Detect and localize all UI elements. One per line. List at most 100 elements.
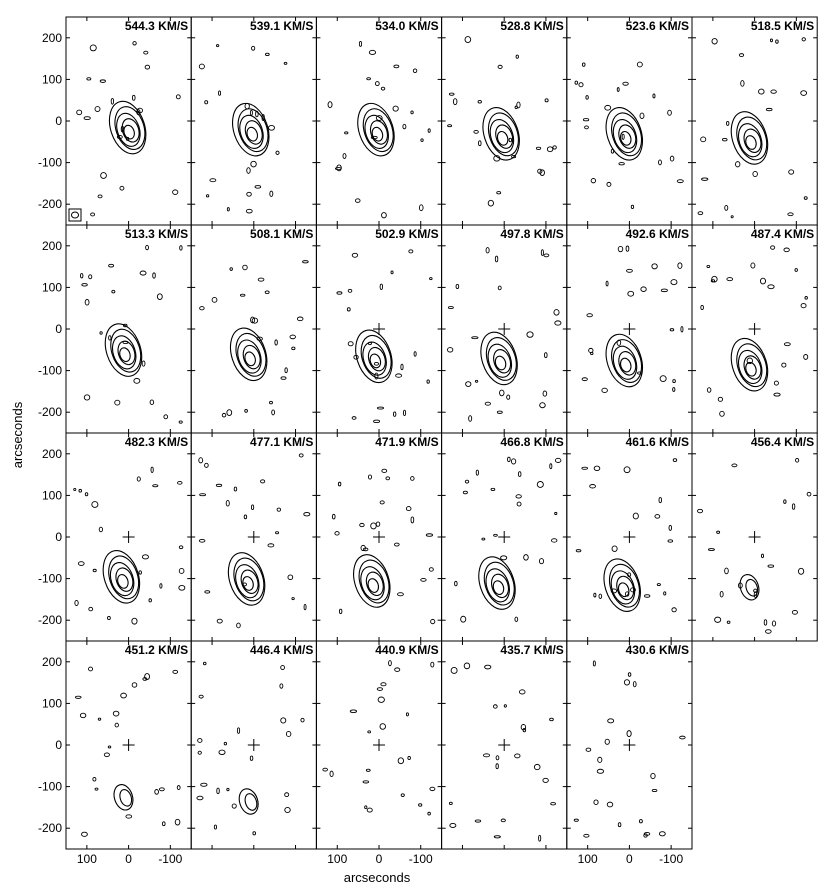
noise-contour: [141, 360, 146, 367]
noise-contour: [717, 396, 723, 402]
emission-contour: [618, 124, 637, 149]
emission-contour: [104, 323, 143, 377]
noise-contour: [103, 752, 110, 758]
x-axis-title: arcseconds: [344, 870, 411, 885]
noise-contour: [221, 412, 227, 418]
noise-contour: [271, 409, 275, 416]
noise-contour: [716, 530, 721, 534]
emission-contour: [737, 123, 763, 158]
noise-contour: [120, 692, 127, 699]
noise-contour: [349, 709, 358, 714]
emission-contour: [739, 574, 760, 601]
noise-contour: [701, 177, 709, 181]
noise-contour: [239, 293, 246, 297]
noise-contour: [337, 481, 342, 487]
noise-contour: [592, 660, 596, 667]
noise-contour: [197, 738, 203, 743]
noise-contour: [700, 305, 704, 311]
channel-panel: 513.3 KM/S 200 100 0 -100 -200: [38, 224, 192, 434]
noise-contour: [83, 116, 91, 120]
channel-panel: 502.9 KM/S: [315, 224, 443, 434]
noise-contour: [81, 283, 88, 287]
noise-contour: [395, 373, 403, 378]
noise-contour: [260, 479, 266, 484]
noise-contour: [626, 730, 632, 738]
noise-contour: [150, 466, 154, 474]
noise-contour: [152, 484, 159, 488]
emission-contour: [357, 102, 395, 157]
noise-contour: [139, 270, 147, 276]
noise-contour: [99, 79, 106, 83]
noise-contour: [218, 749, 226, 755]
noise-contour: [133, 377, 141, 384]
noise-contour: [405, 712, 409, 717]
channel-panel: 497.8 KM/S: [441, 224, 568, 434]
emission-contour: [745, 135, 757, 150]
noise-contour: [606, 801, 614, 808]
noise-contour: [204, 590, 211, 594]
velocity-label: 523.6 KM/S: [626, 19, 689, 33]
velocity-label: 461.6 KM/S: [626, 435, 689, 449]
noise-contour: [223, 741, 228, 746]
emission-contour: [485, 337, 517, 381]
noise-contour: [216, 618, 223, 624]
y-tick-label: -200: [38, 405, 62, 419]
noise-contour: [794, 268, 798, 272]
noise-contour: [516, 101, 521, 109]
emission-contour: [610, 570, 636, 605]
noise-contour: [518, 689, 526, 695]
noise-contour: [426, 379, 430, 384]
noise-contour: [463, 662, 471, 670]
noise-contour: [471, 336, 479, 340]
panel-frame: [190, 224, 317, 434]
noise-contour: [515, 494, 522, 499]
noise-contour: [482, 753, 491, 758]
velocity-label: 528.8 KM/S: [500, 19, 563, 33]
noise-contour: [791, 503, 796, 510]
noise-contour: [209, 178, 217, 183]
emission-contour: [362, 108, 394, 153]
emission-contour: [355, 329, 393, 384]
noise-contour: [475, 469, 479, 476]
emission-contour: [617, 582, 630, 598]
noise-contour: [125, 814, 133, 819]
noise-contour: [494, 255, 499, 263]
emission-contour: [240, 569, 259, 594]
noise-contour: [707, 548, 715, 551]
emission-contour: [110, 328, 142, 373]
noise-contour: [671, 607, 677, 613]
noise-contour: [448, 801, 453, 806]
noise-contour: [370, 522, 377, 530]
noise-contour: [578, 82, 584, 88]
y-tick-label: -100: [38, 780, 62, 794]
noise-contour: [775, 39, 779, 44]
emission-contour: [229, 327, 268, 382]
noise-contour: [175, 94, 181, 100]
noise-contour: [554, 511, 558, 516]
noise-contour: [582, 118, 590, 122]
noise-contour: [726, 120, 730, 126]
noise-contour: [108, 335, 112, 341]
noise-contour: [296, 316, 304, 322]
noise-contour: [284, 792, 290, 798]
noise-contour: [250, 160, 257, 168]
noise-contour: [380, 86, 386, 91]
noise-contour: [803, 196, 808, 200]
noise-contour: [198, 538, 206, 543]
noise-contour: [650, 772, 656, 780]
noise-contour: [724, 567, 729, 575]
noise-contour: [765, 629, 772, 634]
noise-contour: [176, 785, 181, 790]
noise-contour: [516, 501, 522, 507]
noise-contour: [522, 728, 527, 733]
noise-contour: [478, 140, 482, 147]
noise-contour: [800, 303, 807, 309]
emission-contour: [233, 557, 265, 602]
emission-contour: [743, 355, 762, 380]
noise-contour: [385, 476, 391, 481]
noise-contour: [621, 133, 625, 140]
noise-contour: [700, 136, 707, 143]
noise-contour: [761, 553, 764, 559]
noise-contour: [246, 167, 251, 174]
noise-contour: [200, 782, 208, 787]
